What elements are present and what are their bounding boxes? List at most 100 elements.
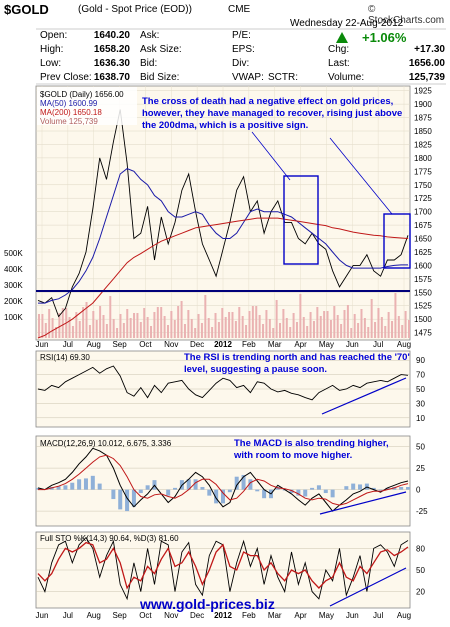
macd-histogram-bar [221, 489, 225, 504]
macd-histogram-bar [56, 486, 61, 490]
volume-y-tick: 500K [4, 249, 23, 258]
sto-d-line [37, 541, 409, 590]
macd-histogram-bar [316, 485, 321, 490]
macd-histogram-bar [90, 475, 95, 490]
volume-bar [397, 316, 400, 338]
volume-bar [160, 307, 163, 338]
price-y-tick: 1475 [414, 329, 432, 338]
volume-bar [306, 326, 309, 338]
volume-bar [71, 326, 74, 338]
volume-bar [319, 316, 322, 338]
macd-histogram-bar [36, 487, 40, 490]
quote-date: Wednesday 22-Aug-2012 [290, 18, 404, 29]
volume-bar [312, 321, 315, 338]
macd-histogram-bar [255, 489, 260, 492]
highlight-box-recover [383, 213, 411, 269]
last-label: Last: [328, 58, 350, 69]
volume-bar [245, 325, 248, 338]
volume-bar [282, 309, 285, 338]
bottom-x-tick: Aug [87, 611, 101, 620]
rsi-line [37, 365, 409, 401]
price-annotation: The cross of death had a negative effect… [142, 96, 403, 131]
volume-bar [353, 314, 356, 338]
volume-bar [292, 313, 295, 338]
legend-volume: Volume 125,739 [40, 117, 98, 126]
volume-bar [258, 315, 261, 338]
macd-histogram-bar [330, 489, 335, 498]
bottom-x-tick: Nov [164, 611, 178, 620]
macd-histogram-bar [385, 487, 390, 490]
price-x-tick: Feb [242, 340, 256, 349]
price-x-tick: May [319, 340, 334, 349]
macd-histogram-bar [193, 479, 198, 490]
volume-bar [295, 322, 298, 338]
volume-bar [129, 318, 132, 338]
stockcharts-logo: © StockCharts.com [368, 4, 445, 26]
volume-bar [391, 321, 394, 338]
volume-bar [48, 309, 51, 338]
macd-histogram-bar [241, 474, 246, 490]
volume-bar [105, 324, 108, 338]
price-y-tick: 1675 [414, 221, 432, 230]
price-y-tick: 1600 [414, 261, 432, 270]
rsi-y-tick: 10 [416, 414, 425, 423]
rsi-y-tick: 70 [416, 371, 425, 380]
symbol-subtitle: (Gold - Spot Price (EOD)) [78, 4, 192, 15]
volume-bar [143, 308, 146, 338]
macd-histogram-bar [351, 483, 356, 490]
volume-bar [204, 295, 207, 338]
volume-bar [380, 317, 383, 338]
macd-histogram-bar [371, 487, 376, 490]
volume-bar [367, 327, 370, 338]
price-x-tick: Nov [164, 340, 178, 349]
volume-bar [78, 321, 81, 338]
macd-histogram-bar [173, 487, 178, 490]
price-y-tick: 1825 [414, 140, 432, 149]
volume-bar [207, 318, 210, 338]
macd-trendline [319, 491, 407, 515]
macd-y-tick: 0 [416, 486, 421, 495]
eps-label: EPS: [232, 44, 255, 55]
macd-histogram-bar [323, 489, 328, 494]
volume-bar [316, 307, 319, 338]
volume-bar [183, 324, 186, 338]
price-y-tick: 1850 [414, 127, 432, 136]
bottom-x-tick: 2012 [214, 611, 232, 620]
volume-bar [262, 324, 265, 338]
macd-y-tick: -25 [416, 507, 428, 516]
volume-bar [44, 323, 47, 338]
macd-histogram-bar [97, 483, 102, 490]
open-label: Open: [40, 30, 68, 41]
macd-histogram-bar [166, 489, 171, 496]
volume-bar [214, 313, 217, 338]
volume-bar [408, 320, 410, 338]
volume-bar [336, 315, 339, 338]
volume-y-tick: 100K [4, 313, 23, 322]
volume-bar [299, 294, 302, 338]
macd-histogram-bar [70, 482, 75, 490]
price-x-tick: Jul [373, 340, 383, 349]
volume-bar [357, 323, 360, 338]
volume-bar [170, 311, 173, 338]
macd-histogram-bar [83, 478, 88, 490]
bid-label: Bid: [140, 58, 158, 69]
macd-signal-line [38, 454, 409, 506]
legend-ma50: MA(50) 1600.99 [40, 99, 98, 108]
volume-bar [126, 309, 129, 338]
volume-bar [58, 313, 61, 338]
change-percent: +1.06% [362, 30, 407, 45]
low-label: Low: [40, 58, 62, 69]
volume-bar [350, 328, 353, 338]
volume-bar [146, 317, 149, 338]
volume-bar [346, 305, 349, 338]
price-x-tick: Jun [36, 340, 49, 349]
volume-bar [234, 321, 237, 338]
volume-bar [238, 307, 241, 338]
volume-bar [61, 308, 64, 338]
volume-bar [190, 319, 193, 338]
price-x-tick: Aug [87, 340, 101, 349]
macd-histogram-bar [310, 487, 315, 490]
volume-bar [374, 322, 377, 338]
volume-bar [200, 323, 203, 338]
bottom-x-tick: Jun [36, 611, 49, 620]
